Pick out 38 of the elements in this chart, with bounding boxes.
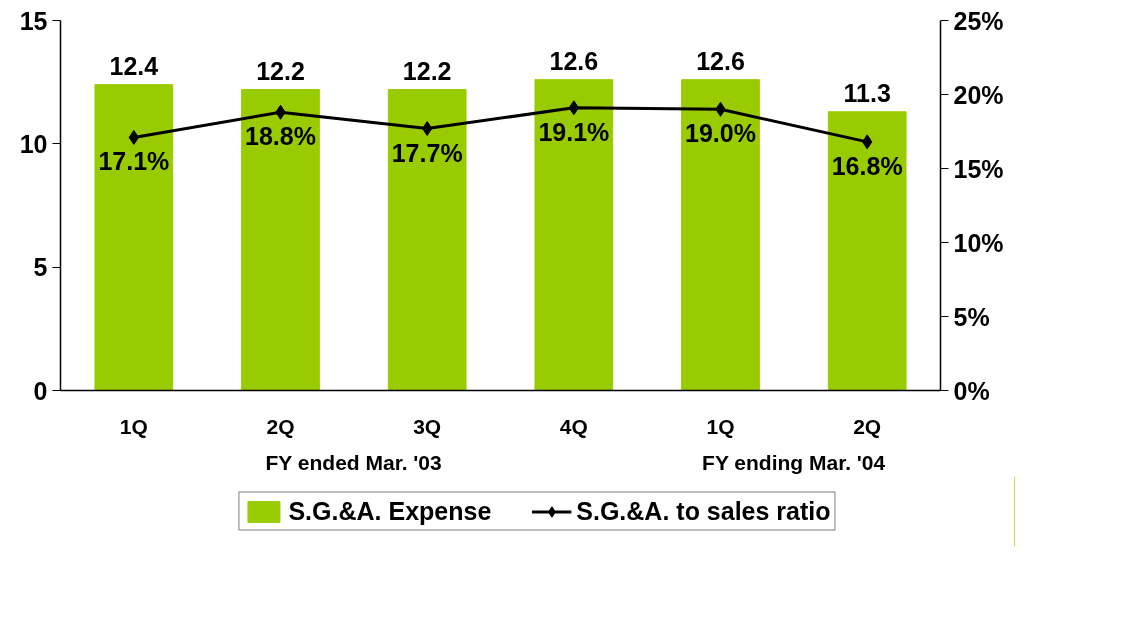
y-tick-label: 10	[19, 129, 48, 158]
y-tick-label: 0	[33, 376, 48, 405]
data-label: 12.6	[696, 46, 745, 75]
y-tick-label: 15	[19, 6, 48, 35]
y2-tick-label: 0%	[953, 376, 990, 405]
y2-tick-label: 10%	[953, 228, 1004, 257]
data-label: 19.0%	[685, 119, 756, 148]
bar	[241, 89, 320, 391]
data-label: 16.8%	[831, 151, 903, 180]
x-tick-label: 1Q	[119, 414, 148, 438]
y2-tick-label: 25%	[953, 6, 1004, 35]
bar	[534, 79, 614, 391]
text: FY ending Mar. '04	[702, 450, 886, 474]
data-label: 12.6	[549, 46, 599, 75]
data-label: 17.7%	[391, 138, 463, 167]
y2-tick-label: 5%	[953, 302, 990, 331]
y2-tick-label: 20%	[953, 80, 1004, 109]
text: FY ended Mar. '03	[265, 450, 442, 474]
x-tick-label: 3Q	[413, 414, 442, 438]
bar	[827, 111, 907, 391]
data-label: 19.1%	[538, 117, 610, 146]
data-label: 12.2	[256, 56, 305, 85]
legend-label: S.G.&A. to sales ratio	[576, 496, 831, 526]
legend-label: S.G.&A. Expense	[288, 496, 492, 526]
data-label: 11.3	[843, 78, 891, 107]
bar	[387, 89, 467, 391]
x-tick-label: 2Q	[266, 414, 295, 438]
data-label: 12.2	[402, 56, 452, 85]
x-tick-label: 4Q	[559, 414, 588, 438]
x-tick-label: 2Q	[853, 414, 882, 438]
bar	[681, 79, 760, 391]
data-label: 17.1%	[98, 147, 170, 176]
x-tick-label: 1Q	[706, 414, 735, 438]
bar	[94, 84, 174, 391]
data-label: 18.8%	[245, 122, 316, 151]
data-label: 12.4	[109, 51, 159, 80]
y2-tick-label: 15%	[953, 154, 1004, 183]
y-tick-label: 5	[33, 253, 48, 282]
